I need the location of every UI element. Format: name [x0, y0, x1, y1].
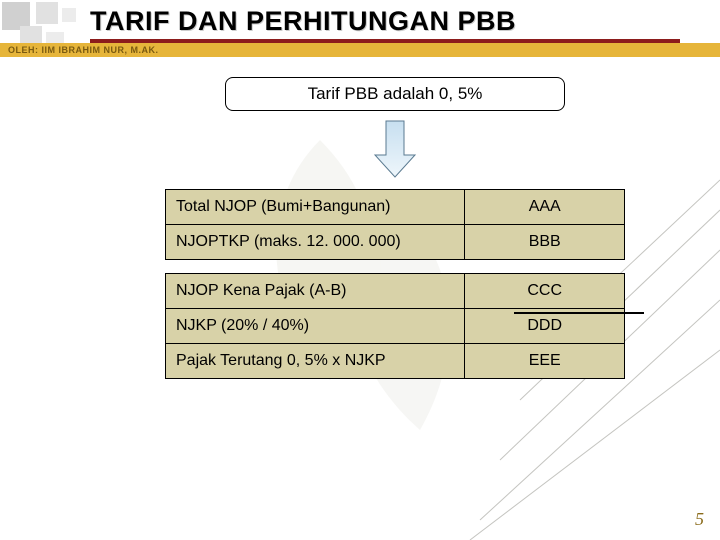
table-value: CCC [465, 274, 625, 309]
table-label: Total NJOP (Bumi+Bangunan) [166, 190, 465, 225]
table-label: Pajak Terutang 0, 5% x NJKP [166, 344, 465, 379]
down-arrow [150, 119, 640, 179]
page-number: 5 [695, 509, 704, 530]
slide-title: TARIF DAN PERHITUNGAN PBB [90, 6, 680, 37]
author-bar: OLEH: IIM IBRAHIM NUR, M.AK. [0, 43, 720, 57]
table-label: NJOPTKP (maks. 12. 000. 000) [166, 225, 465, 260]
table-label: NJOP Kena Pajak (A-B) [166, 274, 465, 309]
table-value: BBB [465, 225, 625, 260]
table-value: AAA [465, 190, 625, 225]
brace-line [514, 312, 644, 314]
calc-table: Total NJOP (Bumi+Bangunan)AAANJOPTKP (ma… [165, 189, 625, 379]
tarif-box: Tarif PBB adalah 0, 5% [225, 77, 565, 111]
table-label: NJKP (20% / 40%) [166, 309, 465, 344]
table-value: EEE [465, 344, 625, 379]
